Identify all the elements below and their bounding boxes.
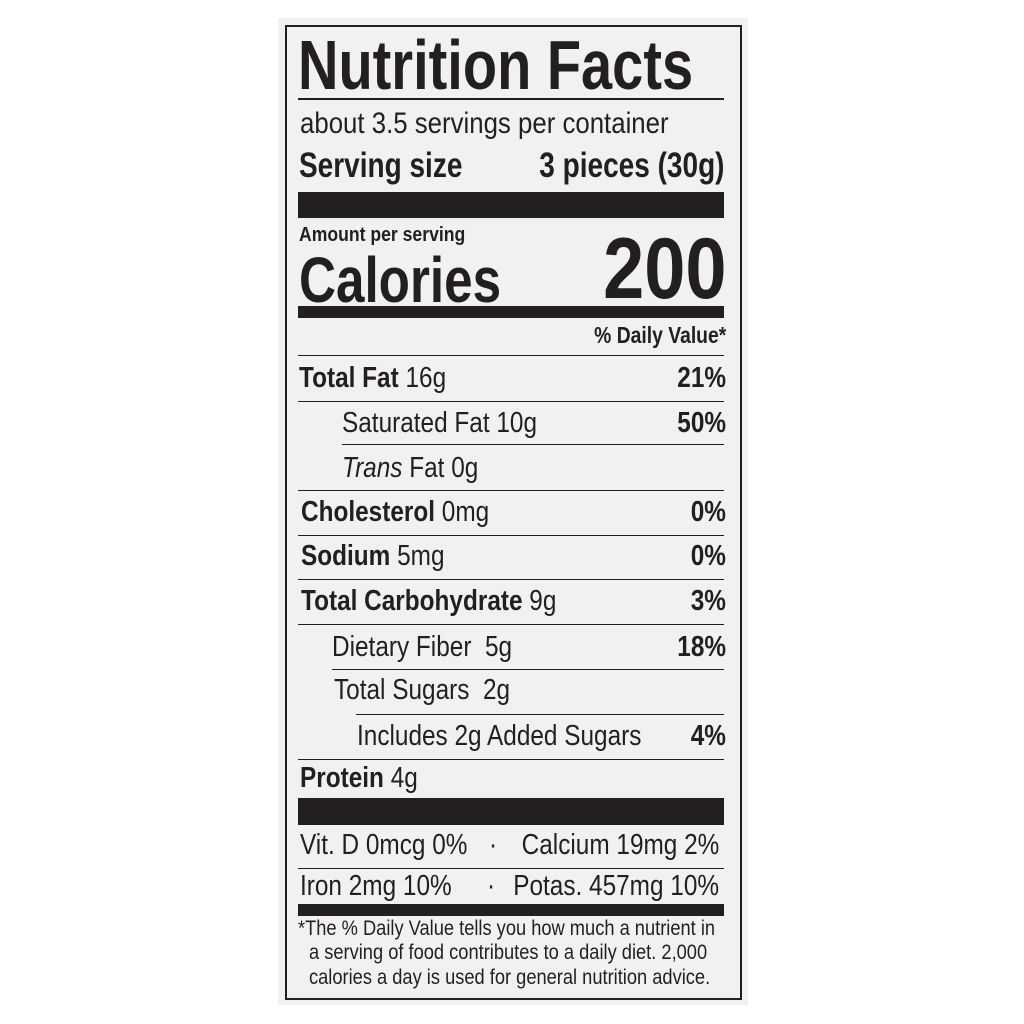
nutrient-row-sodium: Sodium 5mg [301,540,445,572]
nutrient-row-protein: Protein 4g [300,762,418,794]
divider [332,669,724,670]
medium-divider [298,306,724,318]
dv-cholesterol: 0% [690,496,726,528]
nutrient-row-added-sugars: Includes 2g Added Sugars [357,720,642,752]
calories-value: 200 [602,221,726,317]
calcium: Calcium 19mg 2% [521,829,719,861]
divider [298,535,724,536]
amount-per-serving: Amount per serving [299,224,466,246]
thick-divider [298,798,724,825]
divider [342,444,724,445]
potassium: Potas. 457mg 10% [513,870,719,902]
separator-dot: · [487,870,496,902]
divider [298,868,724,869]
divider [356,714,724,715]
separator-dot: · [489,829,498,861]
footnote-line-3: calories a day is used for general nutri… [309,966,711,989]
daily-value-header: % Daily Value* [593,322,726,348]
nutrient-row-total-carbohydrate: Total Carbohydrate 9g [301,585,557,617]
nutrient-row-dietary-fiber: Dietary Fiber 5g [332,631,513,663]
divider [298,759,724,760]
dv-sodium: 0% [690,540,726,572]
nutrient-row-saturated-fat: Saturated Fat 10g [342,407,538,439]
servings-per-container: about 3.5 servings per container [300,107,669,140]
divider [298,355,724,356]
divider [298,490,724,491]
serving-size-value: 3 pieces (30g) [538,146,724,185]
thick-divider [298,192,724,218]
nutrient-row-cholesterol: Cholesterol 0mg [301,496,490,528]
dv-dietary-fiber: 18% [677,631,726,663]
divider [298,98,724,100]
serving-size-label: Serving size [299,146,463,185]
dv-total-fat: 21% [677,362,726,394]
divider [298,401,724,402]
label-title: Nutrition Facts [298,26,694,104]
footnote-line-1: *The % Daily Value tells you how much a … [298,917,716,940]
divider [298,624,724,625]
nutrition-label-border [285,25,742,1000]
dv-total-carbohydrate: 3% [690,585,726,617]
calories-label: Calories [299,244,502,316]
nutrient-row-total-sugars: Total Sugars 2g [334,674,511,706]
vitamin-d: Vit. D 0mcg 0% [300,829,468,861]
medium-divider [298,904,724,916]
dv-added-sugars: 4% [690,720,726,752]
nutrient-row-total-fat: Total Fat 16g [299,362,447,394]
iron: Iron 2mg 10% [300,870,452,902]
label-background [278,18,748,1005]
nutrient-row-trans-fat: Trans Fat 0g [342,452,479,484]
footnote-line-2: a serving of food contributes to a daily… [309,941,708,964]
divider [298,579,724,580]
dv-saturated-fat: 50% [677,407,726,439]
